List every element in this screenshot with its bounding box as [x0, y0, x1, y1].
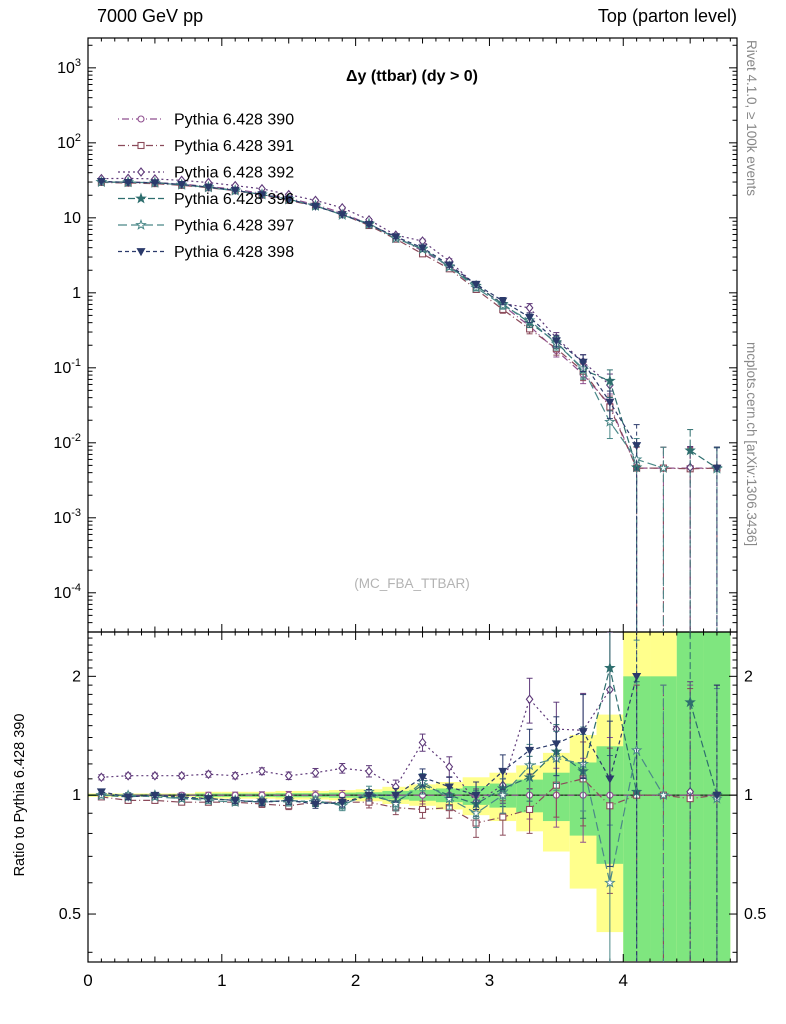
legend-entry: Pythia 6.428 390	[118, 112, 294, 129]
ratio-tick-label: 1	[744, 787, 753, 804]
main-series-pythia-6-428-398	[96, 178, 722, 632]
legend-entry: Pythia 6.428 397	[118, 218, 294, 235]
legend-label: Pythia 6.428 390	[174, 112, 294, 129]
ratio-tick-label: 2	[72, 668, 81, 685]
y-tick-label: 1	[72, 285, 81, 302]
y-tick-label: 10-3	[53, 507, 81, 527]
y-tick-label: 10-2	[53, 432, 81, 452]
y-tick-label: 10-1	[53, 357, 81, 377]
ratio-tick-label: 1	[72, 787, 81, 804]
ratio-tick-label: 0.5	[59, 906, 81, 923]
legend-label: Pythia 6.428 391	[174, 138, 294, 155]
legend-label: Pythia 6.428 398	[174, 244, 294, 261]
ratio-tick-label: 2	[744, 668, 753, 685]
x-tick-label: 1	[217, 971, 226, 990]
ratio-tick-label: 0.5	[744, 906, 766, 923]
x-tick-label: 4	[619, 971, 628, 990]
legend-entry: Pythia 6.428 396	[118, 191, 294, 208]
legend-label: Pythia 6.428 392	[174, 165, 294, 182]
x-tick-label: 0	[83, 971, 92, 990]
analysis-watermark: (MC_FBA_TTBAR)	[354, 576, 470, 591]
ratio-series-pythia-6-428-398	[96, 632, 722, 962]
legend-label: Pythia 6.428 397	[174, 218, 294, 235]
x-tick-label: 3	[485, 971, 494, 990]
legend-entry: Pythia 6.428 391	[118, 138, 294, 155]
ratio-panel-frame	[87, 631, 738, 963]
legend-entry: Pythia 6.428 398	[118, 244, 294, 261]
rivet-version-label: Rivet 4.1.0, ≥ 100k events	[744, 40, 759, 196]
observable-title: Δy (ttbar) (dy > 0)	[346, 68, 478, 85]
y-tick-label: 10	[63, 210, 81, 227]
mcplots-reference-label: mcplots.cern.ch [arXiv:1306.3436]	[744, 342, 759, 547]
legend-label: Pythia 6.428 396	[174, 191, 294, 208]
ratio-axis-label: Ratio to Pythia 6.428 390	[12, 713, 28, 877]
analysis-level-label: Top (parton level)	[597, 6, 737, 26]
beam-energy-label: 7000 GeV pp	[97, 6, 204, 26]
y-tick-label: 102	[57, 132, 81, 152]
x-tick-label: 2	[351, 971, 360, 990]
y-tick-label: 103	[57, 57, 81, 77]
legend: Pythia 6.428 390 Pythia 6.428 391 Pythia 6…	[118, 112, 294, 261]
legend-entry: Pythia 6.428 392	[118, 165, 294, 182]
y-tick-label: 10-4	[53, 582, 81, 602]
